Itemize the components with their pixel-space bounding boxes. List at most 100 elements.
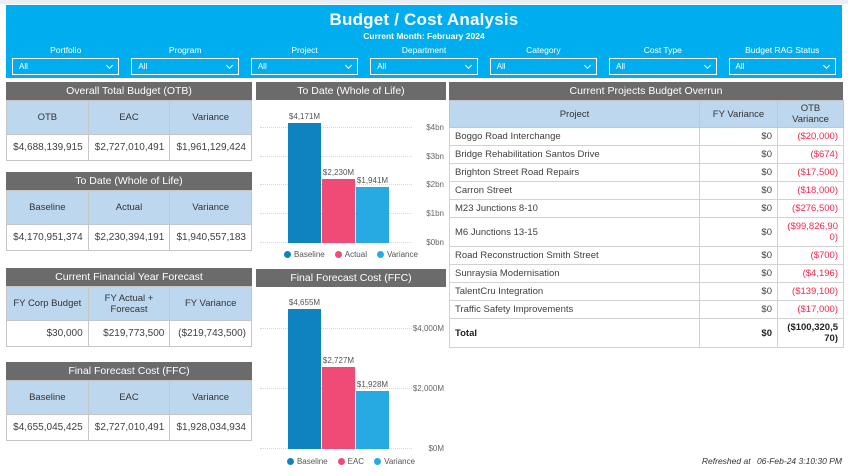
- chart-panel-ffc: Final Forecast Cost (FFC) $0M $2,000M $4,0…: [256, 269, 446, 468]
- chevron-down-icon: [106, 61, 114, 70]
- bar-eac[interactable]: [322, 367, 355, 449]
- table-row[interactable]: Traffic Safety Improvements $0 ($17,000): [449, 300, 844, 319]
- column-header: Actual: [87, 190, 171, 225]
- filter-project: Project All: [245, 45, 364, 75]
- legend-item-baseline[interactable]: Baseline: [284, 250, 325, 259]
- summary-value-row: $4,655,045,425 $2,727,010,491 $1,928,034,9…: [6, 414, 252, 441]
- column-header: OTB: [6, 100, 89, 135]
- table-row[interactable]: M6 Junctions 13-15 $0 ($99,826,900): [449, 217, 844, 247]
- bar-data-label: $4,655M: [288, 298, 321, 307]
- legend-item-variance[interactable]: Variance: [374, 457, 415, 466]
- summary-title-overall-total-budget-otb: Overall Total Budget (OTB): [6, 82, 252, 100]
- table-row[interactable]: Road Reconstruction Smith Street $0 ($700): [449, 246, 844, 265]
- legend-item-baseline[interactable]: Baseline: [286, 457, 328, 466]
- legend-dot-icon: [284, 251, 292, 258]
- table-row[interactable]: M23 Junctions 8-10 $0 ($276,500): [449, 199, 844, 218]
- otb-variance-value: ($139,100): [777, 282, 844, 301]
- bar-variance[interactable]: [356, 391, 389, 449]
- table-row[interactable]: Brighton Street Road Repairs $0 ($17,500): [449, 163, 844, 182]
- project-name: TalentCru Integration: [449, 282, 700, 301]
- filter-dropdown-cost-type[interactable]: All: [609, 58, 717, 75]
- bar-actual[interactable]: [322, 178, 355, 243]
- bar-baseline[interactable]: [288, 123, 321, 243]
- gridline: [260, 327, 412, 329]
- table-row[interactable]: Boggo Road Interchange $0 ($20,000): [449, 127, 844, 146]
- chart-to-date-plot-area: $0bn $1bn $2bn $3bn $4bn $4,171M $2,230M $1,941…: [256, 100, 446, 248]
- legend-item-variance[interactable]: Variance: [376, 250, 418, 259]
- table-row[interactable]: Carron Street $0 ($18,000): [449, 181, 844, 200]
- legend-dot-icon: [376, 251, 384, 258]
- summary-panel-current-financial-year-forecast: Current Financial Year Forecast FY Corp B…: [6, 268, 252, 347]
- fy-variance-value: $0: [699, 282, 778, 301]
- summary-value-row: $4,170,951,374 $2,230,394,191 $1,940,557,1…: [6, 224, 252, 251]
- overrun-table: Project FY Variance OTB Variance Boggo Roa…: [449, 100, 844, 348]
- column-header: FY Actual + Forecast: [87, 286, 171, 321]
- legend-item-actual[interactable]: Actual: [334, 250, 367, 259]
- table-row[interactable]: TalentCru Integration $0 ($139,100): [449, 282, 844, 301]
- chart-panel-to-date: To Date (Whole of Life) $0bn $1bn $2bn $3bn…: [256, 82, 446, 261]
- filter-dropdown-category[interactable]: All: [489, 58, 598, 75]
- summary-title-final-forecast-cost-ffc: Final Forecast Cost (FFC): [6, 362, 252, 380]
- filter-category: Category All: [484, 45, 603, 75]
- overrun-title: Current Projects Budget Overrun: [449, 82, 843, 100]
- bar-baseline[interactable]: [288, 309, 321, 449]
- filter-label-category: Category: [526, 45, 561, 55]
- summary-table-current-financial-year-forecast: FY Corp Budget FY Actual + Forecast FY Var…: [6, 286, 252, 347]
- table-row[interactable]: Bridge Rehabilitation Santos Drive $0 ($67…: [449, 145, 844, 164]
- fy-variance-value: $0: [699, 199, 778, 218]
- summary-value: $4,170,951,374: [6, 224, 89, 251]
- bar-data-label: $4,171M: [288, 112, 321, 121]
- gridline: [260, 126, 412, 128]
- filter-dropdown-portfolio[interactable]: All: [12, 58, 120, 75]
- bar-data-label: $2,727M: [322, 356, 355, 365]
- summary-panel-overall-total-budget-otb: Overall Total Budget (OTB) OTB EAC Variance…: [6, 82, 252, 161]
- chevron-down-icon: [345, 61, 353, 70]
- fy-variance-value: $0: [699, 145, 778, 164]
- column-header: EAC: [87, 100, 171, 135]
- fy-variance-value: $0: [699, 163, 778, 182]
- bar-variance[interactable]: [356, 187, 389, 243]
- summary-table-final-forecast-cost-ffc: Baseline EAC Variance $4,655,045,425 $2,727,…: [6, 380, 252, 441]
- filter-dropdown-budget-rag-status[interactable]: All: [728, 58, 836, 75]
- refreshed-label: Refreshed at: [701, 456, 751, 466]
- project-name: Total: [449, 318, 700, 348]
- project-name: Sunraysia Modernisation: [449, 264, 700, 283]
- otb-variance-value: ($17,000): [777, 300, 844, 319]
- filter-dropdown-department[interactable]: All: [370, 58, 478, 75]
- filter-row: Portfolio All Program All Project All Departme…: [6, 45, 842, 75]
- filter-dropdown-program[interactable]: All: [131, 58, 239, 75]
- summary-tables: Overall Total Budget (OTB) OTB EAC Variance…: [6, 82, 252, 452]
- otb-variance-value: ($276,500): [777, 199, 844, 218]
- summary-table-to-date-whole-of-life: Baseline Actual Variance $4,170,951,374 $2,2…: [6, 190, 252, 251]
- filter-value-cost-type: All: [616, 62, 625, 71]
- filter-label-budget-rag-status: Budget RAG Status: [745, 45, 820, 55]
- summary-value: $4,688,139,915: [6, 134, 89, 161]
- table-row[interactable]: Sunraysia Modernisation $0 ($4,196): [449, 264, 844, 283]
- summary-header-row: Baseline EAC Variance: [6, 380, 252, 415]
- filter-dropdown-project[interactable]: All: [250, 58, 359, 75]
- chart-ffc-legend: Baseline EAC Variance: [256, 455, 446, 468]
- summary-header-row: FY Corp Budget FY Actual + Forecast FY Var…: [6, 286, 252, 321]
- column-header: EAC: [87, 380, 171, 415]
- legend-item-eac[interactable]: EAC: [337, 457, 364, 466]
- project-name: Brighton Street Road Repairs: [449, 163, 700, 182]
- fy-variance-value: $0: [699, 217, 778, 247]
- summary-panel-final-forecast-cost-ffc: Final Forecast Cost (FFC) Baseline EAC Vari…: [6, 362, 252, 441]
- filter-budget-rag-status: Budget RAG Status All: [723, 45, 842, 75]
- legend-label: Baseline: [296, 457, 328, 466]
- chart-ffc-plot-area: $0M $2,000M $4,000M $4,655M $2,727M $1,928M: [256, 287, 446, 455]
- filter-label-department: Department: [401, 45, 447, 55]
- bar-data-label: $1,941M: [356, 176, 389, 186]
- legend-label: Variance: [384, 457, 416, 466]
- filter-label-portfolio: Portfolio: [50, 45, 82, 55]
- otb-variance-value: ($20,000): [777, 127, 844, 146]
- summary-title-current-financial-year-forecast: Current Financial Year Forecast: [6, 268, 252, 286]
- page-top-strip: [0, 0, 848, 4]
- summary-value: $2,230,394,191: [87, 224, 171, 251]
- column-header: Baseline: [6, 380, 89, 415]
- total-row[interactable]: Total $0 ($100,320,570): [449, 318, 844, 348]
- otb-variance-value: ($99,826,900): [777, 217, 844, 247]
- summary-value: $1,961,129,424: [169, 134, 252, 161]
- project-name: M23 Junctions 8-10: [449, 199, 700, 218]
